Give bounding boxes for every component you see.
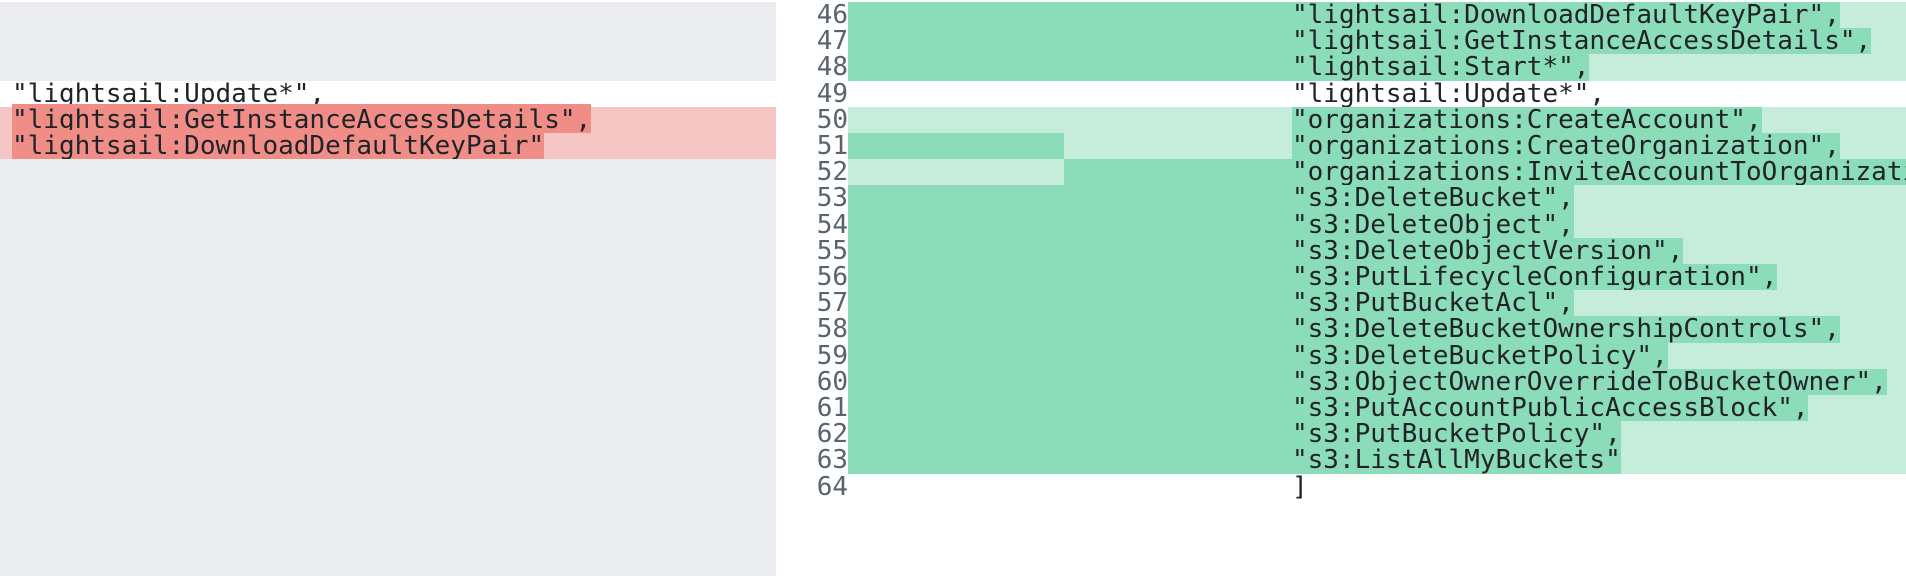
diff-right-line-text: ] [1292,471,1308,502]
diff-left-pane: "lightsail:Update*", "lightsail:GetInstan… [0,0,776,586]
line-number[interactable]: 60 [816,366,848,397]
diff-right-line-text: "s3:PutBucketPolicy", [1292,419,1621,450]
diff-right-line-text: "s3:PutAccountPublicAccessBlock", [1292,393,1809,423]
line-number[interactable]: 51 [816,131,848,161]
diff-left-filler-row [0,395,776,422]
diff-left-line[interactable]: "lightsail:Update*", [0,78,776,109]
line-number[interactable]: 64 [816,471,848,502]
diff-right-line-text: "s3:DeleteObjectVersion", [1292,235,1684,266]
line-number[interactable]: 63 [816,445,848,476]
diff-left-filler-row [0,421,776,449]
diff-left-filler-row [0,237,776,265]
diff-left-filler-row [0,185,776,213]
diff-left-filler-row [0,447,776,475]
diff-right-line-text: "lightsail:GetInstanceAccessDetails", [1292,26,1872,57]
line-number[interactable]: 54 [816,209,848,240]
diff-right-line[interactable]: 63 "s3:ListAllMyBuckets" [776,445,1906,480]
diff-right-line[interactable]: 64] [776,471,1906,506]
diff-left-line-text: "lightsail:DownloadDefaultKeyPair" [12,130,545,162]
diff-right-pane: 46 "lightsail:DownloadDefaultKeyPair", 47 "… [776,0,1906,586]
diff-left-line[interactable]: "lightsail:DownloadDefaultKeyPair" [0,130,776,162]
line-number[interactable]: 48 [816,52,848,83]
diff-right-line-text: "s3:DeleteObject", [1292,209,1574,240]
diff-right-line-text: "s3:DeleteBucket", [1292,183,1574,214]
diff-right-line-text: "s3:DeleteBucketPolicy", [1292,340,1668,371]
diff-right-line-text: "lightsail:Update*", [1292,78,1606,109]
diff-left-filler-row [0,342,776,370]
diff-right-line-text: "s3:ObjectOwnerOverrideToBucketOwner", [1292,366,1887,397]
diff-left-filler-row [0,473,776,576]
diff-right-line-text: "s3:PutBucketAcl", [1292,288,1574,319]
line-number[interactable]: 59 [816,340,848,371]
diff-left-filler-row [0,28,776,56]
diff-left-filler-row [0,368,776,396]
line-number[interactable]: 62 [816,419,848,450]
diff-right-line-text: "organizations:CreateAccount", [1292,104,1762,135]
diff-left-line-text: "lightsail:Update*", [12,78,326,109]
line-number[interactable]: 55 [816,235,848,266]
line-number[interactable]: 49 [816,78,848,109]
diff-left-filler-row [0,316,776,344]
diff-left-filler-row [0,159,776,187]
line-number[interactable]: 58 [816,314,848,345]
diff-left-filler-row [0,290,776,318]
line-number[interactable]: 61 [816,393,848,423]
line-number[interactable]: 47 [816,26,848,57]
diff-left-filler-row [0,211,776,239]
line-number[interactable]: 57 [816,288,848,319]
diff-left-filler-row [0,264,776,291]
diff-right-line-text: "organizations:InviteAccountToOrganizati… [1292,157,1906,188]
diff-right-line-text: "s3:PutLifecycleConfiguration", [1292,262,1778,292]
diff-left-top-edge [0,0,776,2]
line-number[interactable]: 53 [816,183,848,214]
diff-right-line-text: "s3:DeleteBucketOwnershipControls", [1292,314,1840,345]
diff-right-line-text: "organizations:CreateOrganization", [1292,131,1840,161]
diff-left-filler-row [0,2,776,29]
diff-right-line-background [848,473,1906,506]
line-number[interactable]: 56 [816,262,848,292]
diff-right-line-text: "lightsail:Start*", [1292,52,1590,83]
line-number[interactable]: 52 [816,157,848,188]
diff-right-line-text: "s3:ListAllMyBuckets" [1292,445,1621,476]
line-number[interactable]: 46 [816,0,848,30]
diff-right-line-text: "lightsail:DownloadDefaultKeyPair", [1292,0,1840,30]
line-number[interactable]: 50 [816,104,848,135]
diff-left-filler-row [0,54,776,82]
